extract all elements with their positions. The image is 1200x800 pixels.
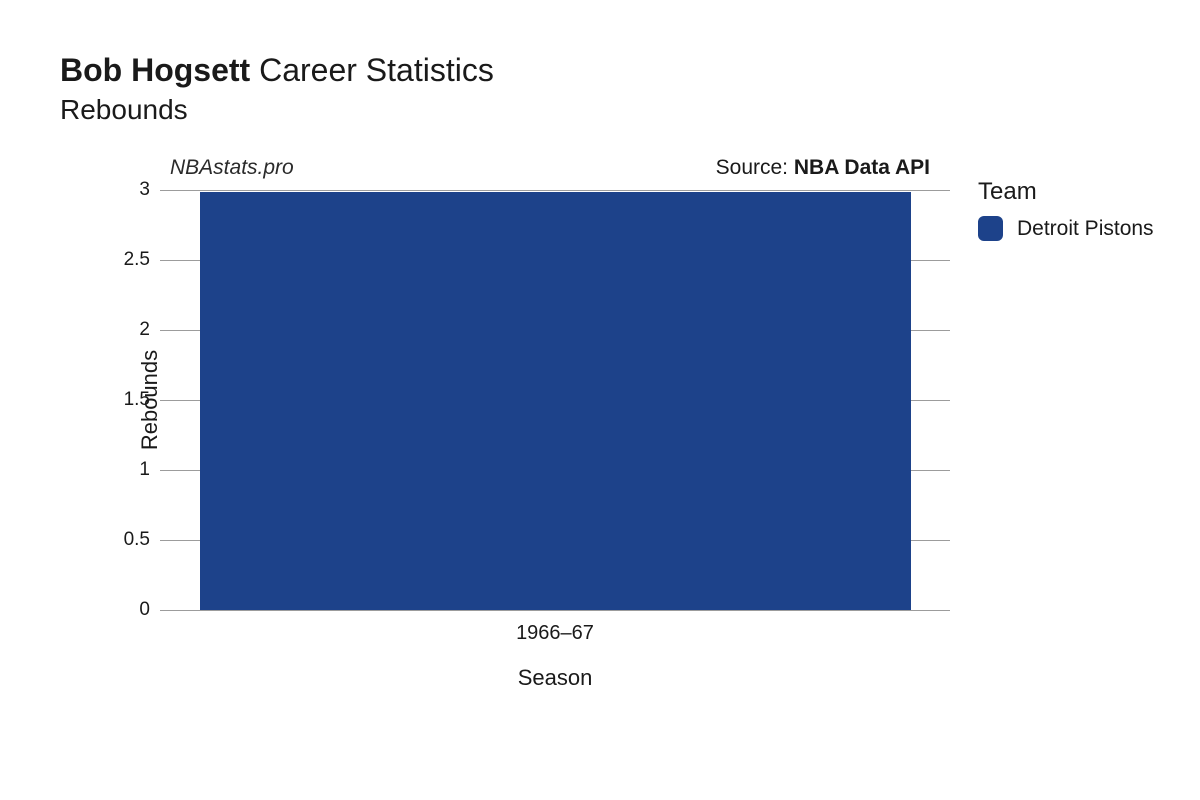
plot-region: Rebounds 00.511.522.531966–67Season — [160, 190, 950, 610]
chart-container: Bob Hogsett Career Statistics Rebounds N… — [0, 0, 1200, 800]
source-credit: Source: NBA Data API — [716, 156, 930, 180]
y-tick-label: 2.5 — [90, 249, 150, 271]
source-name: NBA Data API — [794, 156, 930, 179]
site-credit: NBAstats.pro — [170, 156, 294, 180]
legend-item: Detroit Pistons — [978, 216, 1200, 241]
y-tick-label: 1 — [90, 459, 150, 481]
chart-title: Bob Hogsett Career Statistics — [60, 50, 1140, 90]
bar — [200, 192, 911, 610]
x-tick-label: 1966–67 — [516, 622, 594, 645]
grid-line — [160, 610, 950, 611]
legend-title: Team — [978, 178, 1200, 206]
stat-name: Rebounds — [60, 94, 1140, 126]
y-tick-label: 1.5 — [90, 389, 150, 411]
title-block: Bob Hogsett Career Statistics Rebounds — [60, 50, 1140, 126]
title-suffix: Career Statistics — [259, 52, 494, 88]
chart-area: NBAstats.pro Source: NBA Data API Reboun… — [60, 156, 1140, 716]
legend-swatch — [978, 216, 1003, 241]
meta-row: NBAstats.pro Source: NBA Data API — [170, 156, 930, 180]
source-label: Source: — [716, 156, 794, 179]
y-tick-label: 2 — [90, 319, 150, 341]
player-name: Bob Hogsett — [60, 52, 250, 88]
y-tick-label: 3 — [90, 179, 150, 201]
y-tick-label: 0.5 — [90, 529, 150, 551]
y-tick-label: 0 — [90, 599, 150, 621]
legend-label: Detroit Pistons — [1017, 217, 1154, 241]
legend: Team Detroit Pistons — [978, 178, 1200, 241]
grid-line — [160, 190, 950, 191]
x-axis-title: Season — [518, 665, 593, 691]
